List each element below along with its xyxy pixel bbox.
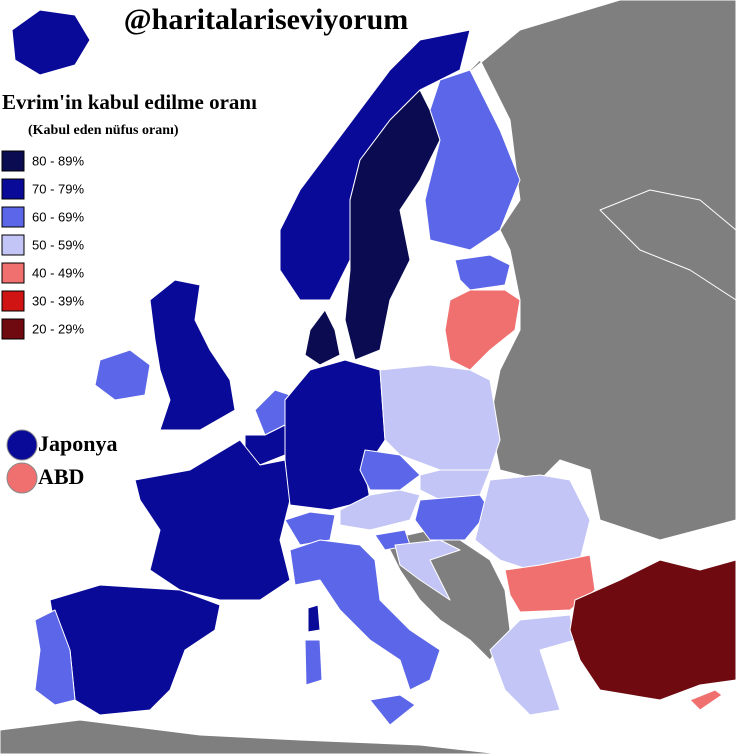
marker-label: ABD (38, 464, 84, 489)
corsica (307, 604, 321, 633)
sicily (369, 694, 416, 726)
turkey (569, 559, 736, 701)
finland (424, 69, 521, 251)
hungary (414, 494, 491, 541)
italy (289, 539, 441, 691)
legend-swatch (1, 318, 25, 340)
greece (489, 614, 576, 716)
sardinia (304, 639, 323, 686)
legend-swatch (1, 262, 25, 284)
legend-label: 40 - 49% (32, 265, 84, 280)
baltics (444, 289, 521, 371)
romania (474, 474, 591, 571)
marker-dot (6, 429, 38, 461)
estonia (454, 254, 511, 291)
legend-swatch (1, 206, 25, 228)
markers: Japonya ABD (6, 429, 117, 494)
legend-label: 60 - 69% (32, 209, 84, 224)
title: @haritalariseviyorum (124, 3, 409, 36)
marker-label: Japonya (38, 431, 117, 456)
legend-label: 20 - 29% (32, 321, 84, 336)
iceland (11, 9, 91, 76)
austria (339, 489, 421, 531)
legend-swatch (1, 150, 25, 172)
cyprus (689, 689, 723, 711)
croatia (394, 539, 461, 601)
uk (149, 279, 236, 431)
marker-dot (6, 462, 38, 494)
legend-swatch (1, 290, 25, 312)
region-no-data (0, 719, 501, 754)
legend-title: Evrim'in kabul edilme oranı (2, 90, 257, 114)
legend-subtitle: (Kabul eden nüfus oranı) (28, 123, 179, 138)
region-no-data (459, 0, 736, 541)
legend-label: 30 - 39% (32, 293, 84, 308)
legend-swatch (1, 234, 25, 256)
ireland (94, 349, 151, 401)
spain (49, 584, 221, 716)
denmark (304, 309, 341, 366)
switzerland (284, 511, 336, 546)
france (134, 439, 291, 601)
poland (379, 364, 501, 471)
sweden (344, 89, 441, 361)
region-no-data (599, 189, 736, 301)
legend-label: 70 - 79% (32, 181, 84, 196)
legend-label: 80 - 89% (32, 153, 84, 168)
legend-swatch (1, 178, 25, 200)
legend-label: 50 - 59% (32, 237, 84, 252)
legend: 80 - 89% 70 - 79% 60 - 69% 50 - 59% 40 - 49%… (1, 150, 84, 340)
portugal (34, 609, 76, 706)
